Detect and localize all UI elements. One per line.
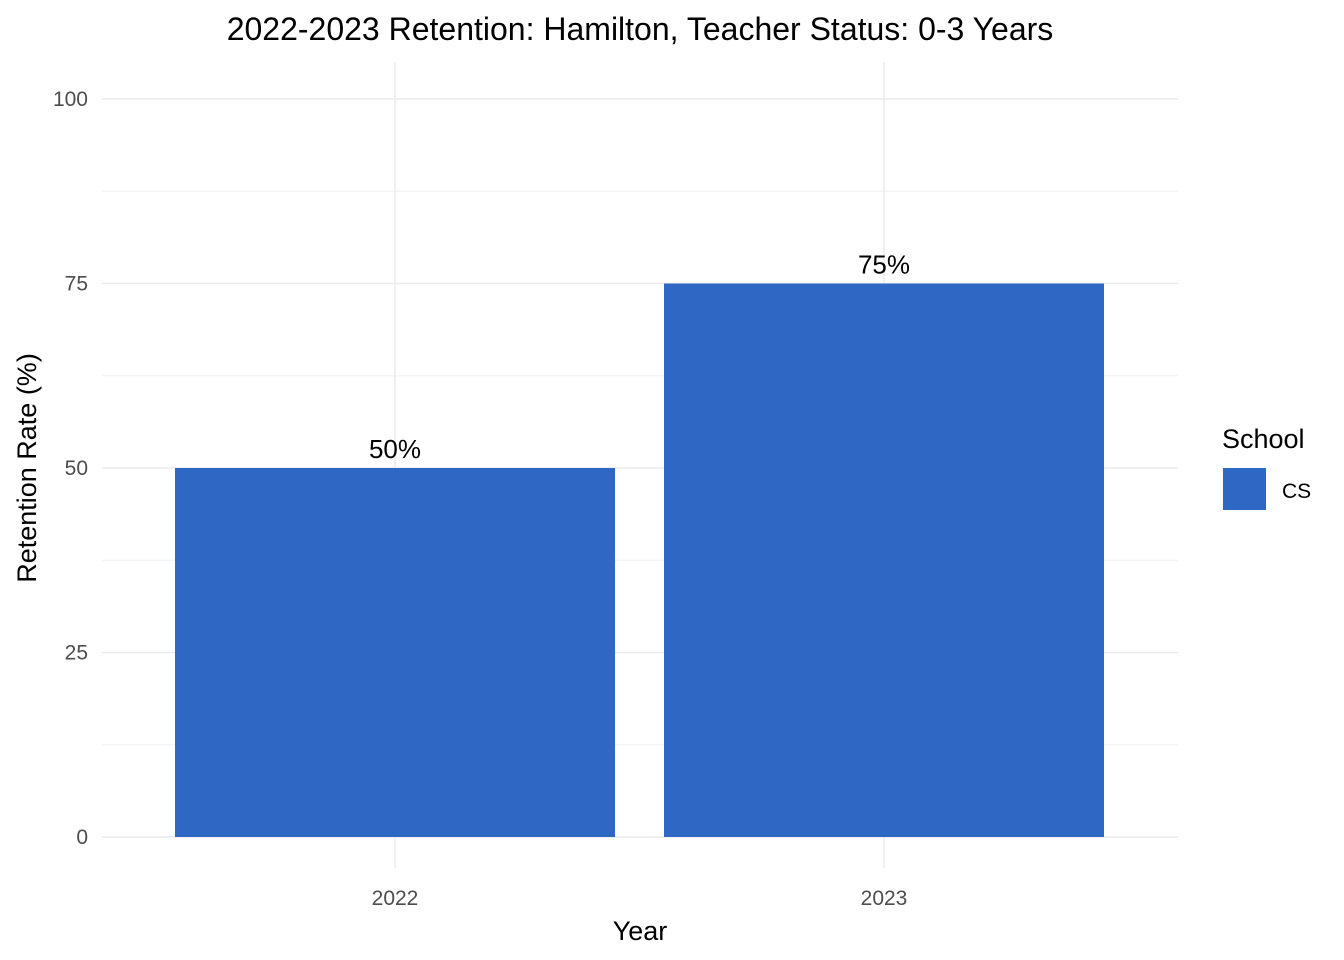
y-tick-label: 75: [65, 273, 88, 296]
y-axis-title: Retention Rate (%): [12, 353, 42, 583]
bar-labels: 50% 75%: [369, 250, 910, 465]
bar-2023: [664, 283, 1104, 837]
bar-data-label: 75%: [858, 250, 910, 280]
bars: [175, 283, 1104, 837]
chart-title: 2022-2023 Retention: Hamilton, Teacher S…: [227, 11, 1054, 47]
y-tick-label: 25: [65, 642, 88, 665]
y-tick-label: 0: [76, 826, 88, 849]
legend-key-cs: [1223, 468, 1266, 510]
y-tick-label: 50: [65, 457, 88, 480]
y-tick-label: 100: [53, 88, 88, 111]
y-axis-ticks: 0 25 50 75 100: [53, 88, 88, 849]
legend-title: School: [1222, 424, 1305, 454]
x-axis-title: Year: [613, 916, 668, 946]
legend-label-cs: CS: [1282, 480, 1311, 503]
x-tick-label: 2022: [372, 887, 419, 910]
legend: School CS: [1222, 424, 1311, 510]
x-tick-label: 2023: [861, 887, 908, 910]
bar-data-label: 50%: [369, 434, 421, 464]
x-axis-ticks: 2022 2023: [372, 887, 908, 910]
bar-2022: [175, 468, 615, 837]
